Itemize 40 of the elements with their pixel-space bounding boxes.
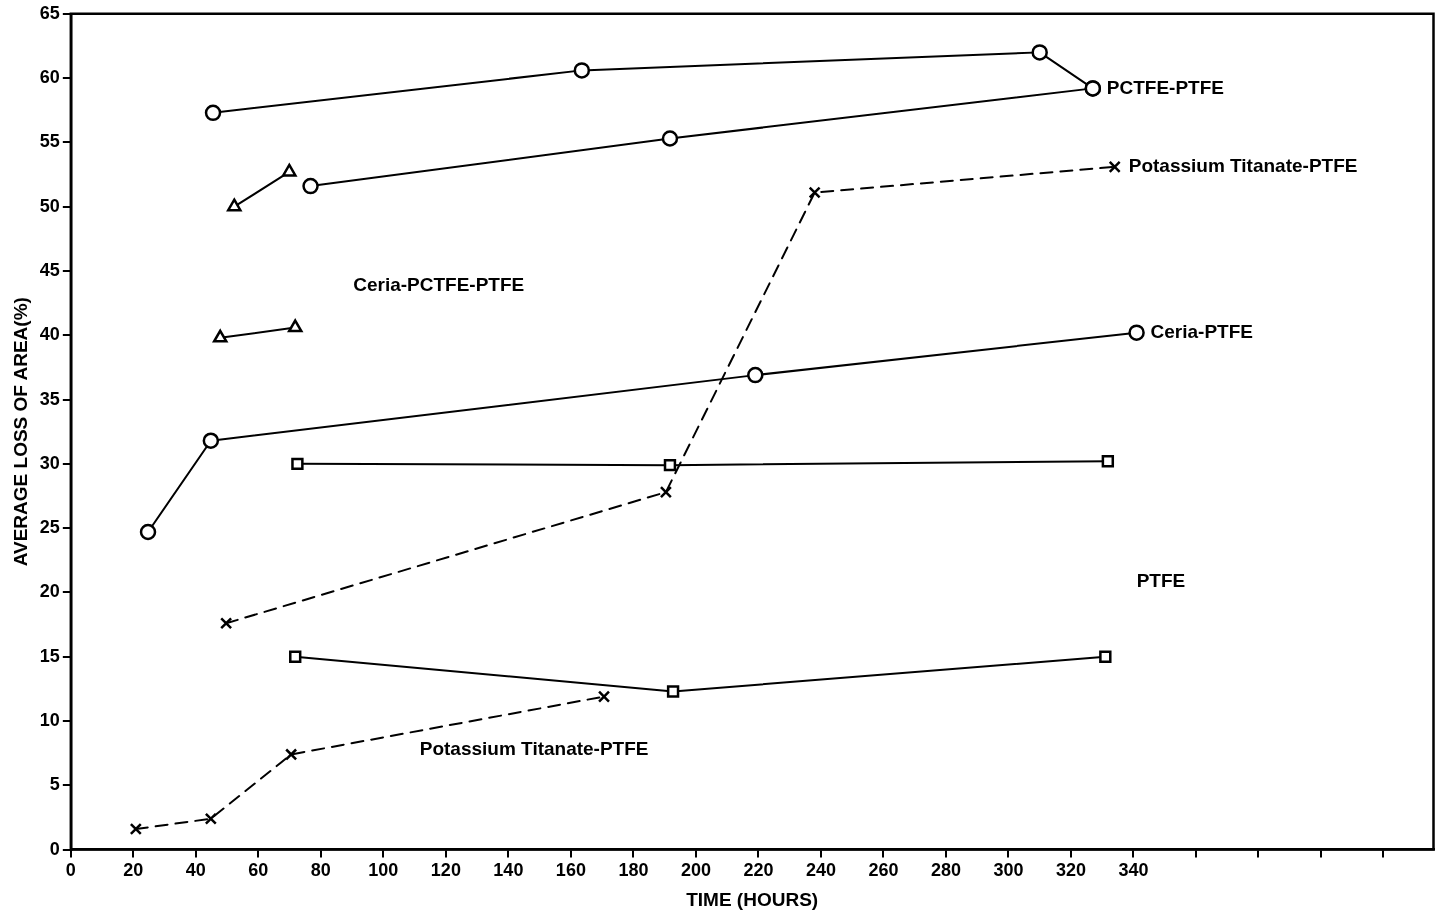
x-tick-label: 200 (680, 860, 711, 881)
x-tick-label: 120 (430, 860, 461, 881)
y-tick-label: 25 (39, 517, 60, 538)
x-tick-label: 100 (368, 860, 399, 881)
annotation: Ceria-PCTFE-PTFE (353, 273, 525, 295)
x-tick-label: 180 (618, 860, 649, 881)
x-tick-label: 240 (805, 860, 836, 881)
x-tick-label: 340 (1118, 860, 1149, 881)
annotation: Potassium Titanate-PTFE (419, 737, 649, 759)
y-tick-label: 0 (49, 838, 60, 859)
y-tick-label: 30 (39, 452, 60, 473)
x-tick-label: 0 (65, 860, 76, 881)
x-tick-label: 40 (185, 860, 206, 881)
y-tick-label: 20 (39, 581, 60, 602)
y-tick-label: 5 (49, 774, 60, 795)
y-tick-label: 40 (39, 324, 60, 345)
y-tick-label: 65 (39, 2, 60, 23)
x-tick-label: 160 (555, 860, 586, 881)
x-tick-label: 60 (248, 860, 269, 881)
x-tick-label: 80 (310, 860, 331, 881)
x-tick-label: 220 (743, 860, 774, 881)
y-tick-label: 15 (39, 645, 60, 666)
x-tick-label: 300 (993, 860, 1024, 881)
y-tick-label: 35 (39, 388, 60, 409)
x-tick-label: 140 (493, 860, 524, 881)
x-axis-title: TIME (HOURS) (686, 888, 819, 910)
x-tick-label: 260 (868, 860, 899, 881)
series-label: Potassium Titanate-PTFE (1128, 155, 1358, 177)
y-axis-title: AVERAGE LOSS OF AREA(%) (9, 297, 31, 567)
x-tick-label: 280 (930, 860, 961, 881)
series-label: PCTFE-PTFE (1106, 76, 1224, 98)
y-tick-label: 60 (39, 67, 60, 88)
annotation: PTFE (1136, 570, 1186, 592)
y-tick-label: 45 (39, 259, 60, 280)
y-tick-label: 50 (39, 195, 60, 216)
y-tick-label: 55 (39, 131, 60, 152)
series-label: Ceria-PTFE (1150, 320, 1254, 342)
x-tick-label: 20 (123, 860, 144, 881)
y-tick-label: 10 (39, 709, 60, 730)
x-tick-label: 320 (1055, 860, 1086, 881)
